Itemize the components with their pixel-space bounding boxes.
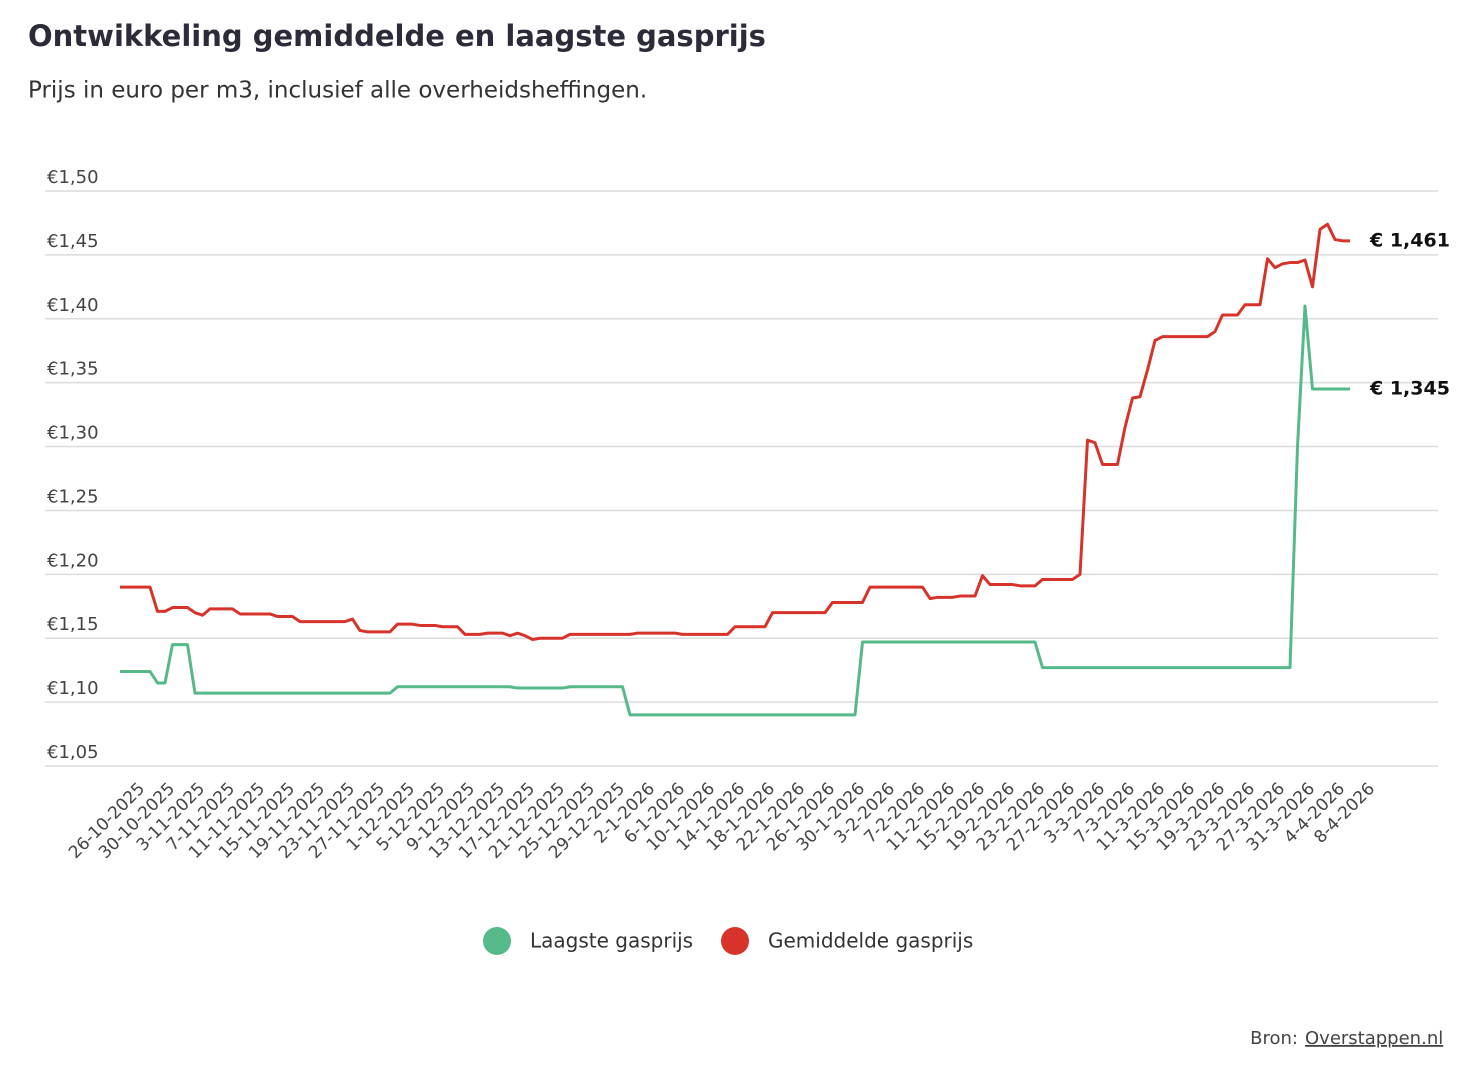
legend-marker: [721, 927, 749, 955]
legend-marker: [483, 927, 511, 955]
y-tick-label: €1,05: [47, 742, 99, 763]
end-value-label: € 1,345: [1369, 378, 1450, 400]
source-link[interactable]: Overstappen.nl: [1305, 1028, 1443, 1049]
chart-subtitle: Prijs in euro per m3, inclusief alle ove…: [28, 78, 647, 104]
legend-label: Laagste gasprijs: [530, 929, 693, 953]
y-tick-label: €1,50: [47, 167, 99, 188]
y-tick-label: €1,45: [47, 231, 99, 252]
y-tick-label: €1,20: [47, 550, 99, 571]
y-tick-label: €1,10: [47, 678, 99, 699]
y-tick-label: €1,30: [47, 423, 99, 444]
legend-label: Gemiddelde gasprijs: [768, 929, 973, 953]
series-line: [120, 304, 1350, 717]
y-tick-label: €1,35: [47, 359, 99, 380]
y-tick-label: €1,40: [47, 295, 99, 316]
series-line: [120, 222, 1350, 641]
y-tick-label: €1,15: [47, 614, 99, 635]
y-tick-label: €1,25: [47, 486, 99, 507]
chart-title: Ontwikkeling gemiddelde en laagste gaspr…: [28, 19, 766, 53]
end-value-label: € 1,461: [1369, 229, 1450, 251]
source-label: Bron:: [1250, 1028, 1298, 1049]
